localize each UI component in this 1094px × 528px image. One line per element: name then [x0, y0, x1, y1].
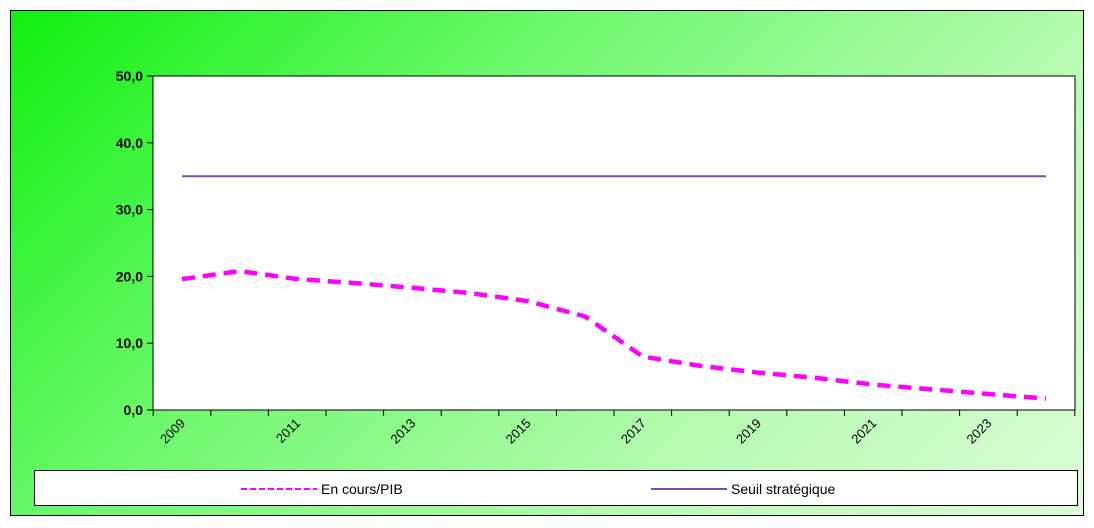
y-tick-label: 0,0 — [124, 402, 144, 418]
x-tick-label: 2019 — [733, 416, 764, 447]
y-tick-label: 20,0 — [116, 268, 143, 284]
x-axis: 2009 2011 2013 2015 2017 2019 2021 2023 — [152, 410, 1076, 447]
series-line-encours-pib — [181, 268, 1047, 401]
x-tick-label: 2011 — [273, 416, 303, 446]
legend-swatch-dashed — [241, 488, 317, 490]
plot-area — [152, 75, 1076, 411]
legend-label-encours: En cours/PIB — [321, 481, 403, 497]
y-tick-label: 40,0 — [116, 135, 143, 151]
legend: En cours/PIB Seuil stratégique — [34, 470, 1078, 506]
y-tick-label: 50,0 — [116, 68, 143, 84]
legend-item-seuil: Seuil stratégique — [651, 480, 835, 498]
y-axis: 0,0 10,0 20,0 30,0 40,0 50,0 — [116, 68, 153, 418]
series-layer — [181, 175, 1047, 401]
legend-label-seuil: Seuil stratégique — [731, 481, 836, 497]
x-tick-label: 2013 — [387, 416, 418, 447]
x-tick-label: 2015 — [503, 416, 534, 447]
legend-swatch-solid — [651, 488, 727, 490]
x-tick-label: 2017 — [618, 416, 649, 447]
x-tick-label: 2021 — [848, 416, 879, 447]
legend-item-encours: En cours/PIB — [241, 480, 403, 498]
y-tick-label: 30,0 — [116, 202, 143, 218]
y-tick-label: 10,0 — [116, 335, 143, 351]
chart-svg: 0,0 10,0 20,0 30,0 40,0 50,0 2009 2011 2013 2015… — [116, 68, 1076, 447]
x-tick-label: 2009 — [157, 416, 188, 447]
x-tick-label: 2023 — [963, 416, 994, 447]
